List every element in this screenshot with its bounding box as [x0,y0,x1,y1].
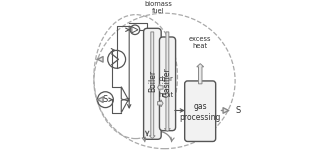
Text: S: S [235,106,240,115]
Text: gas
processing: gas processing [180,102,221,122]
Text: Boiler: Boiler [148,70,157,92]
FancyArrow shape [149,32,155,139]
Text: biomass
fuel: biomass fuel [144,1,172,14]
FancyBboxPatch shape [143,28,161,139]
FancyArrow shape [164,32,170,131]
Text: S: S [103,95,108,104]
FancyArrow shape [158,100,163,107]
Text: excess
heat: excess heat [189,36,212,49]
FancyArrow shape [197,64,204,84]
Text: Gasifier: Gasifier [163,67,172,97]
FancyArrow shape [158,84,163,91]
FancyBboxPatch shape [185,81,216,142]
FancyBboxPatch shape [160,37,176,131]
Text: heat: heat [158,92,173,98]
Text: char: char [158,76,173,82]
